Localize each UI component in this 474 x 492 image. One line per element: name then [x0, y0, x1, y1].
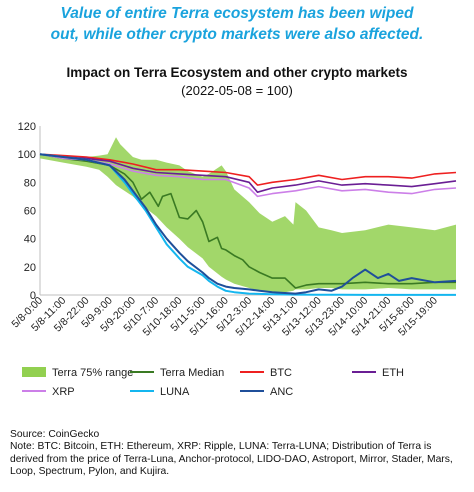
y-tick-label: 120 [18, 121, 36, 133]
headline-line-2: out, while other crypto markets were als… [50, 26, 424, 43]
y-tick-label: 0 [30, 290, 36, 302]
series-xrp [39, 153, 457, 198]
chart-subtitle: (2022-05-08 = 100) [181, 83, 293, 98]
y-tick-label: 40 [24, 234, 36, 246]
notes: Source: CoinGecko Note: BTC: Bitcoin, ET… [10, 429, 466, 479]
legend-label-xrp: XRP [52, 386, 75, 398]
series-luna [39, 153, 456, 296]
legend-label-terra-75-range: Terra 75% range [52, 367, 133, 379]
y-tick-label: 20 [24, 262, 36, 274]
y-tick-label: 80 [24, 177, 36, 189]
series-btc [39, 153, 457, 186]
series-anc [39, 153, 457, 295]
legend-label-luna: LUNA [160, 386, 190, 398]
series-terra-median [39, 153, 456, 289]
chart-title: Impact on Terra Ecosystem and other cryp… [66, 65, 408, 80]
legend-label-btc: BTC [270, 367, 292, 379]
definitions-note: Note: BTC: Bitcoin, ETH: Ethereum, XRP: … [10, 441, 453, 478]
legend-label-terra-median: Terra Median [160, 367, 224, 379]
legend-label-anc: ANC [270, 386, 293, 398]
source-note: Source: CoinGecko [10, 429, 100, 440]
y-tick-label: 100 [18, 149, 36, 161]
headline: Value of entire Terra ecosystem has been… [0, 3, 474, 45]
series-terra-75-range [40, 137, 456, 293]
legend-swatch-terra-75-range [22, 367, 46, 377]
legend-label-eth: ETH [382, 367, 404, 379]
series-eth [39, 153, 457, 193]
headline-line-1: Value of entire Terra ecosystem has been… [60, 5, 414, 22]
y-tick-label: 60 [24, 206, 36, 218]
